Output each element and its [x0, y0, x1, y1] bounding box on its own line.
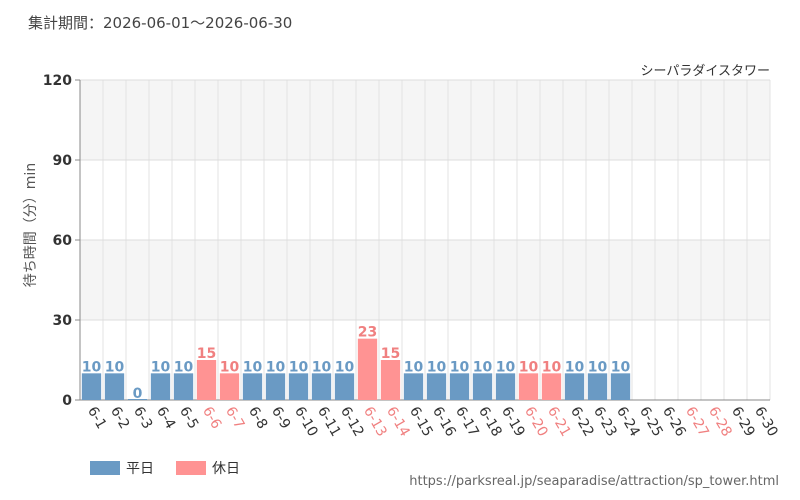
data-label: 10	[266, 359, 286, 375]
x-tick-label: 6-3	[130, 404, 155, 432]
bar	[311, 373, 332, 400]
x-tick-label: 6-11	[314, 404, 344, 440]
legend-item-holiday: 休日	[176, 458, 240, 478]
bar	[426, 373, 447, 400]
x-tick-label: 6-23	[590, 404, 620, 440]
bar	[265, 373, 286, 400]
x-tick-label: 6-6	[199, 404, 224, 432]
bar	[472, 373, 493, 400]
bar	[288, 373, 309, 400]
x-tick-label: 6-17	[452, 404, 482, 440]
data-label: 15	[197, 346, 216, 362]
data-label: 10	[243, 359, 263, 375]
bar	[104, 373, 125, 400]
x-tick-label: 6-10	[291, 404, 321, 440]
data-label: 10	[450, 359, 470, 375]
bar	[518, 373, 539, 400]
data-label: 10	[82, 359, 102, 375]
axes	[75, 79, 770, 401]
bar	[495, 373, 516, 400]
bar	[127, 399, 148, 400]
data-label: 10	[289, 359, 309, 375]
data-label: 10	[312, 359, 332, 375]
x-tick-label: 6-12	[337, 404, 367, 440]
data-label: 10	[151, 359, 171, 375]
y-tick-label: 60	[53, 233, 73, 249]
data-label: 10	[427, 359, 447, 375]
x-tick-label: 6-22	[567, 404, 597, 440]
legend-swatch-holiday	[176, 461, 206, 475]
bar	[81, 373, 102, 400]
y-tick-label: 120	[43, 73, 72, 89]
bar	[564, 373, 585, 400]
x-tick-label: 6-1	[84, 404, 109, 432]
x-tick-label: 6-9	[268, 404, 293, 432]
x-tick-label: 6-24	[613, 404, 643, 440]
x-tick-label: 6-5	[176, 404, 201, 432]
bars	[81, 338, 631, 400]
data-label: 10	[588, 359, 608, 375]
x-tick-label: 6-21	[544, 404, 574, 440]
x-tick-label: 6-13	[360, 404, 390, 440]
x-tick-label: 6-14	[383, 404, 413, 440]
data-label: 10	[105, 359, 125, 375]
bar	[449, 373, 470, 400]
bar	[242, 373, 263, 400]
x-tick-label: 6-26	[659, 404, 689, 440]
bar	[403, 373, 424, 400]
source-url-link[interactable]: https://parksreal.jp/seaparadise/attract…	[409, 474, 779, 489]
x-tick-label: 6-2	[107, 404, 132, 432]
data-label: 0	[133, 386, 143, 402]
bar	[173, 373, 194, 400]
data-label: 10	[542, 359, 562, 375]
x-tick-label: 6-18	[475, 404, 505, 440]
x-tick-label: 6-15	[406, 404, 436, 440]
bar	[357, 338, 378, 400]
legend-item-weekday: 平日	[90, 458, 154, 478]
legend-swatch-weekday	[90, 461, 120, 475]
bar	[196, 360, 217, 400]
grid-lines	[80, 79, 771, 401]
data-label: 10	[519, 359, 539, 375]
x-tick-label: 6-20	[521, 404, 551, 440]
y-axis-label: 待ち時間（分）min	[23, 163, 39, 287]
legend-label-weekday: 平日	[126, 461, 154, 477]
x-tick-label: 6-25	[636, 404, 666, 440]
legend-label-holiday: 休日	[212, 461, 240, 477]
data-label: 10	[220, 359, 240, 375]
data-label: 10	[335, 359, 355, 375]
x-tick-label: 6-8	[245, 404, 270, 432]
bar	[380, 360, 401, 400]
collection-period: 集計期間：2026-06-01～2026-06-30	[28, 14, 293, 32]
bar	[150, 373, 171, 400]
x-tick-label: 6-19	[498, 404, 528, 440]
data-label: 10	[496, 359, 516, 375]
bar	[219, 373, 240, 400]
x-tick-label: 6-4	[153, 404, 178, 432]
x-tick-label: 6-30	[751, 404, 781, 440]
data-label: 15	[381, 346, 400, 362]
x-tick-label: 6-16	[429, 404, 459, 440]
data-label: 10	[404, 359, 424, 375]
x-tick-label: 6-27	[682, 404, 712, 440]
data-label: 10	[473, 359, 493, 375]
x-tick-label: 6-7	[222, 404, 247, 432]
data-label: 23	[358, 325, 377, 341]
y-tick-label: 90	[53, 153, 73, 169]
data-label: 10	[174, 359, 194, 375]
data-label: 10	[565, 359, 585, 375]
bar	[541, 373, 562, 400]
data-label: 10	[611, 359, 631, 375]
bar	[587, 373, 608, 400]
chart-title: シーパラダイスタワー	[641, 64, 770, 79]
y-tick-label: 0	[62, 393, 72, 409]
bar	[334, 373, 355, 400]
x-tick-label: 6-28	[705, 404, 735, 440]
x-tick-label: 6-29	[728, 404, 758, 440]
bar	[610, 373, 631, 400]
y-tick-label: 30	[53, 313, 73, 329]
